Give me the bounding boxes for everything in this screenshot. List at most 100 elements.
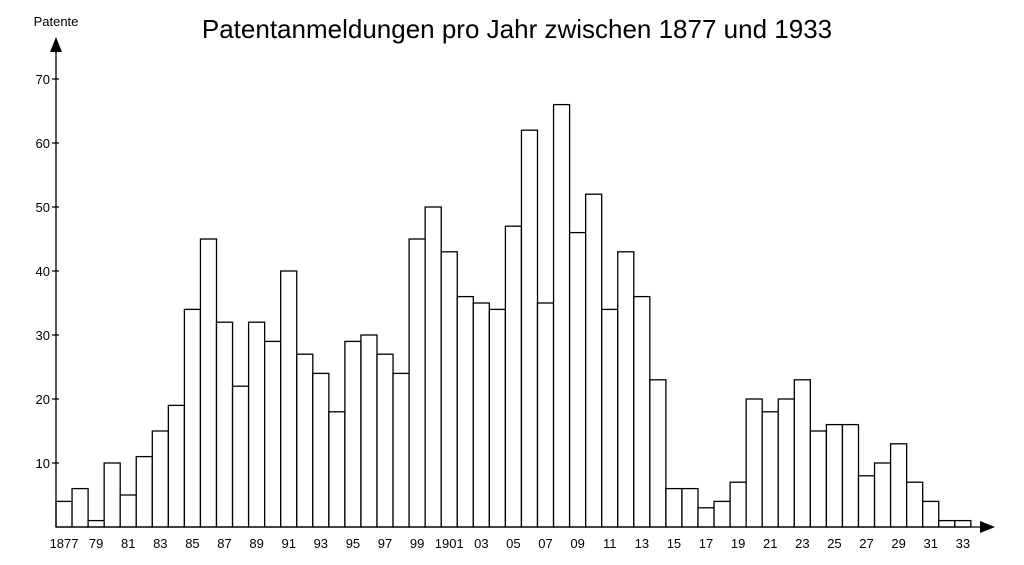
x-tick-label-17: 17 <box>699 536 713 551</box>
x-tick-label-11: 11 <box>603 536 617 551</box>
bar-1877 <box>55 500 73 528</box>
x-tick-label-25: 25 <box>827 536 841 551</box>
y-axis-arrow-icon <box>50 37 62 52</box>
bar-1928 <box>873 462 892 528</box>
bar-1919 <box>729 481 747 528</box>
bar-1926 <box>841 423 860 528</box>
bar-1915 <box>665 487 683 528</box>
x-tick-label-85: 85 <box>185 536 199 551</box>
x-tick-label-97: 97 <box>378 536 392 551</box>
y-axis-label: Patente <box>34 14 79 29</box>
x-tick-label-15: 15 <box>667 536 681 551</box>
bar-1901 <box>440 251 458 528</box>
bar-1890 <box>263 340 282 528</box>
bar-1900 <box>424 206 442 528</box>
x-tick-label-99: 99 <box>410 536 424 551</box>
bar-1921 <box>761 411 779 528</box>
bar-1910 <box>585 193 603 528</box>
x-tick-label-1901: 1901 <box>435 536 464 551</box>
bar-1878 <box>71 487 89 528</box>
bar-1899 <box>408 238 426 528</box>
x-tick-label-07: 07 <box>538 536 552 551</box>
bar-1883 <box>151 430 170 528</box>
bar-1922 <box>777 398 795 528</box>
bar-1913 <box>633 295 651 528</box>
bar-1896 <box>360 334 378 528</box>
bar-1908 <box>552 103 571 528</box>
bar-1903 <box>472 302 490 528</box>
x-tick-label-81: 81 <box>121 536 135 551</box>
y-tick-label-20: 20 <box>36 392 50 407</box>
bar-1897 <box>376 353 394 528</box>
bar-1925 <box>825 423 844 528</box>
y-tick-label-60: 60 <box>36 136 50 151</box>
bar-1892 <box>296 353 314 528</box>
bar-1886 <box>199 238 218 528</box>
x-tick-label-87: 87 <box>217 536 231 551</box>
y-tick-label-50: 50 <box>36 200 50 215</box>
bar-1933 <box>954 519 972 528</box>
x-tick-label-29: 29 <box>891 536 905 551</box>
y-tick-label-40: 40 <box>36 264 50 279</box>
x-tick-label-93: 93 <box>314 536 328 551</box>
x-tick-label-27: 27 <box>859 536 873 551</box>
x-axis-arrow-icon <box>980 521 995 533</box>
x-tick-label-09: 09 <box>570 536 584 551</box>
bar-1924 <box>809 430 828 528</box>
bar-1893 <box>312 372 330 528</box>
bar-1907 <box>536 302 555 528</box>
x-tick-label-79: 79 <box>89 536 103 551</box>
x-tick-label-05: 05 <box>506 536 520 551</box>
bar-1888 <box>231 385 250 528</box>
x-tick-label-89: 89 <box>249 536 263 551</box>
bar-1904 <box>488 308 507 528</box>
bar-1891 <box>280 270 298 528</box>
bar-1932 <box>938 519 956 528</box>
bar-1929 <box>889 443 908 528</box>
y-ticks-group: 10 20 30 40 50 60 70 <box>36 72 59 471</box>
x-tick-label-13: 13 <box>635 536 649 551</box>
x-tick-label-91: 91 <box>281 536 295 551</box>
bar-1905 <box>504 225 523 528</box>
bar-1931 <box>922 500 940 528</box>
bar-1884 <box>167 404 186 528</box>
bar-1895 <box>344 340 362 528</box>
bar-1918 <box>713 500 731 528</box>
bar-1887 <box>215 321 234 528</box>
y-tick-label-10: 10 <box>36 456 50 471</box>
bar-1930 <box>906 481 924 528</box>
bar-1894 <box>328 411 346 528</box>
axes-group <box>50 37 995 533</box>
x-tick-label-21: 21 <box>763 536 777 551</box>
bar-1881 <box>119 494 137 528</box>
bar-1902 <box>456 295 474 528</box>
x-tick-label-95: 95 <box>346 536 360 551</box>
bar-1885 <box>183 308 202 528</box>
x-tick-label-31: 31 <box>923 536 937 551</box>
bar-1916 <box>681 487 699 528</box>
y-tick-label-70: 70 <box>36 72 50 87</box>
x-tick-label-23: 23 <box>795 536 809 551</box>
x-tick-label-83: 83 <box>153 536 167 551</box>
y-tick-label-30: 30 <box>36 328 50 343</box>
bar-1909 <box>568 231 587 528</box>
bar-1889 <box>247 321 266 528</box>
bar-1912 <box>617 251 635 528</box>
bar-1898 <box>392 372 410 528</box>
x-ticks-group: 1877 79 81 83 85 87 89 91 93 95 97 99 1901 03 05 07 09 11… <box>50 536 970 551</box>
bar-1914 <box>649 379 667 528</box>
bar-1917 <box>697 507 715 528</box>
bar-1880 <box>103 462 121 528</box>
bar-1927 <box>857 475 876 528</box>
bar-1920 <box>745 398 763 528</box>
x-tick-label-33: 33 <box>956 536 970 551</box>
x-tick-label-03: 03 <box>474 536 488 551</box>
bar-1911 <box>601 308 619 528</box>
bar-1906 <box>520 129 539 528</box>
bar-1879 <box>87 519 105 528</box>
bar-1882 <box>135 455 153 528</box>
x-tick-label-1877: 1877 <box>50 536 79 551</box>
x-tick-label-19: 19 <box>731 536 745 551</box>
bars-group <box>55 103 972 528</box>
